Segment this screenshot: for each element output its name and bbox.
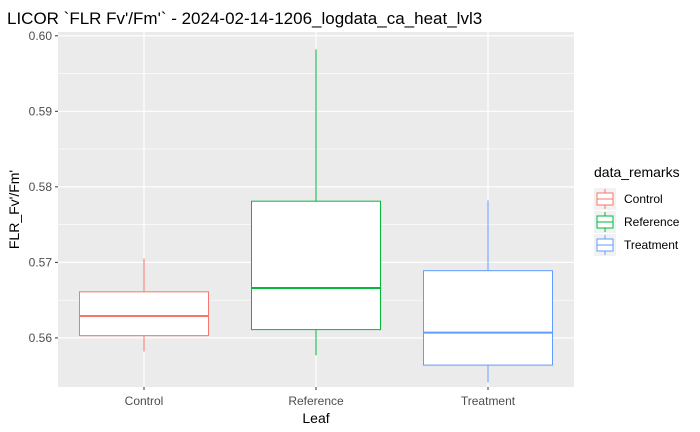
x-axis: Control Reference Treatment xyxy=(125,387,516,408)
legend-label: Control xyxy=(624,192,663,206)
y-axis-label: FLR_Fv'/Fm' xyxy=(6,170,22,249)
x-tick-label: Control xyxy=(125,394,164,408)
chart-title: LICOR `FLR Fv'/Fm'` - 2024-02-14-1206_lo… xyxy=(7,9,482,28)
y-tick-label: 0.60 xyxy=(29,29,53,43)
legend-item-treatment: Treatment xyxy=(594,234,679,256)
legend-label: Treatment xyxy=(624,238,679,252)
iqr-box xyxy=(251,200,381,331)
x-axis-label: Leaf xyxy=(302,410,329,426)
y-tick-label: 0.59 xyxy=(29,104,53,118)
x-tick-label: Reference xyxy=(288,394,344,408)
y-tick-label: 0.58 xyxy=(29,180,53,194)
box-reference xyxy=(251,49,381,356)
legend-title: data_remarks xyxy=(594,164,680,180)
y-axis: 0.56 0.57 0.58 0.59 0.60 xyxy=(29,29,58,345)
x-tick-label: Treatment xyxy=(461,394,516,408)
iqr-box xyxy=(423,270,553,366)
legend-item-control: Control xyxy=(594,188,663,210)
box-treatment xyxy=(423,200,553,383)
legend: data_remarks Control Reference Treatment xyxy=(594,164,680,256)
y-tick-label: 0.57 xyxy=(29,255,53,269)
box-series xyxy=(79,49,553,383)
legend-item-reference: Reference xyxy=(594,211,680,233)
iqr-box xyxy=(79,291,209,337)
y-tick-label: 0.56 xyxy=(29,331,53,345)
legend-label: Reference xyxy=(624,215,680,229)
box-control xyxy=(79,258,209,352)
